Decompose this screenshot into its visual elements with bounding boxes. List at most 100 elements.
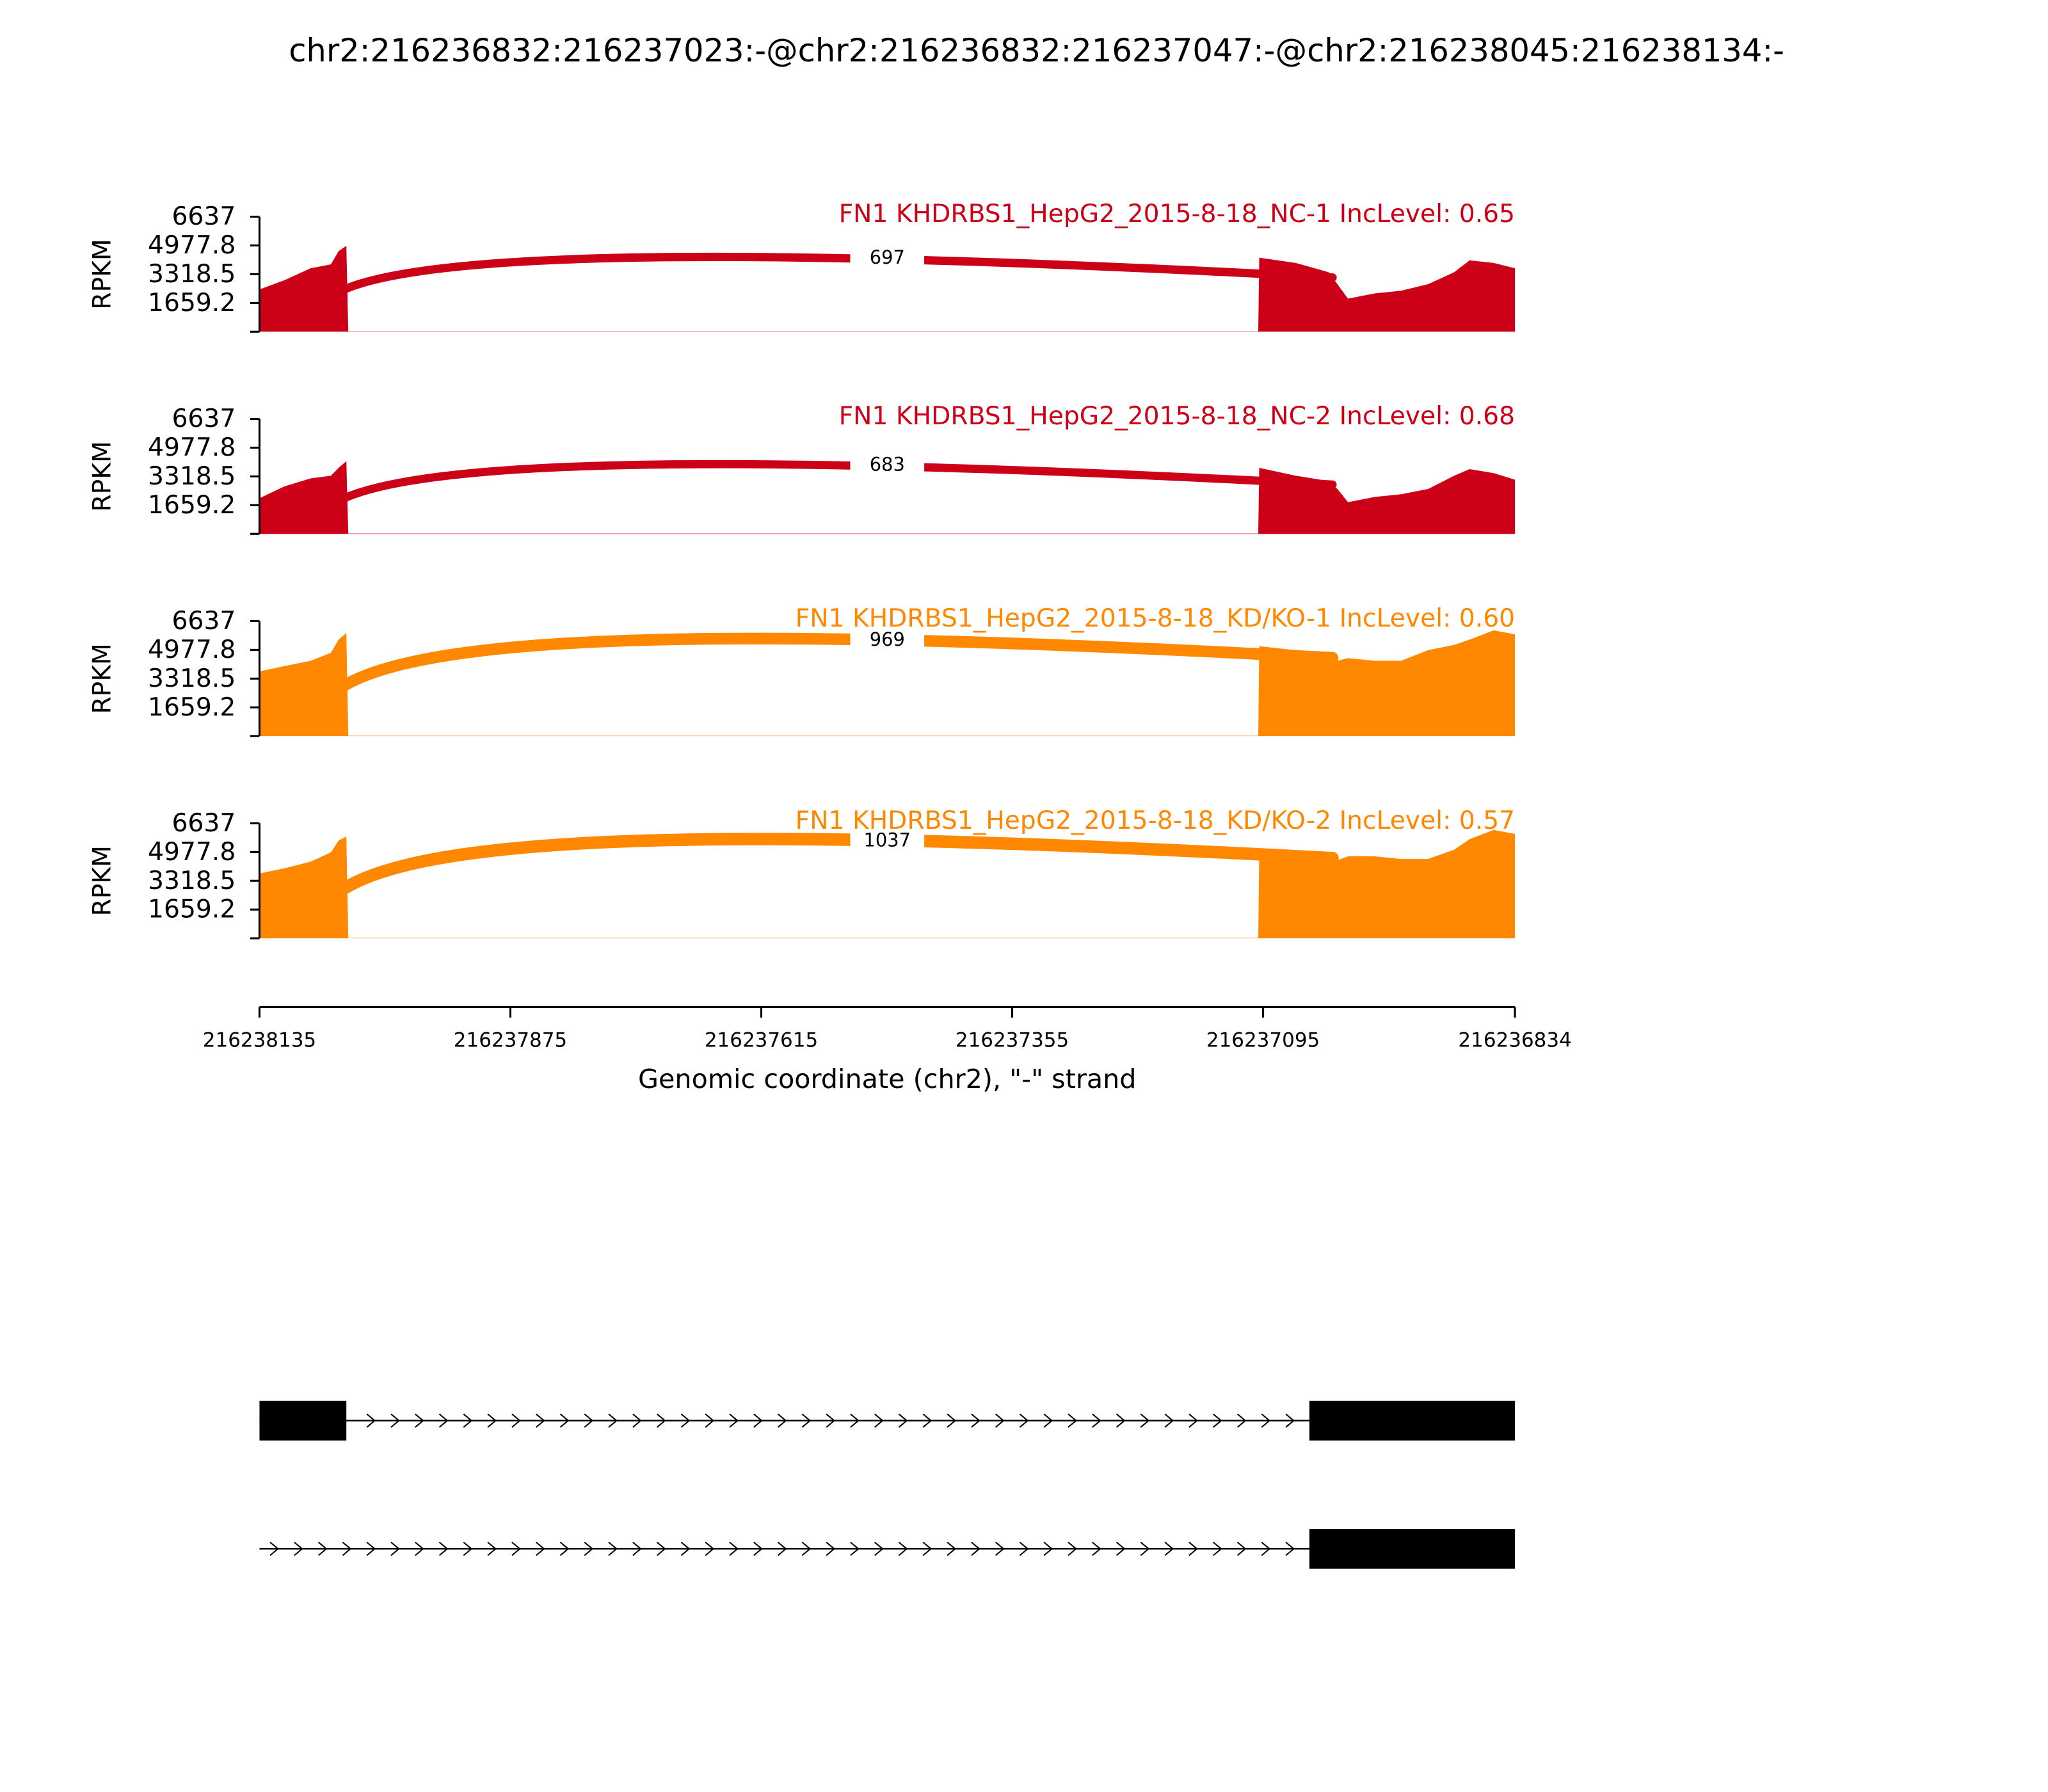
strand-chevron — [947, 1541, 957, 1556]
strand-chevron — [269, 1541, 279, 1556]
strand-chevron — [390, 1413, 400, 1428]
strand-chevron — [1164, 1413, 1174, 1428]
strand-chevron — [1213, 1541, 1222, 1556]
y-tick-label: 1659.2 — [148, 289, 236, 317]
strand-chevron — [1043, 1541, 1053, 1556]
strand-chevron — [1261, 1541, 1271, 1556]
strand-chevron — [1236, 1413, 1247, 1428]
strand-chevron — [1068, 1541, 1077, 1556]
strand-chevron — [632, 1413, 642, 1428]
strand-chevron — [922, 1413, 932, 1428]
strand-chevron — [1188, 1413, 1198, 1428]
junction-count: 683 — [870, 454, 905, 476]
strand-chevron — [947, 1413, 957, 1428]
strand-chevron — [1285, 1413, 1295, 1428]
strand-chevron — [608, 1541, 618, 1556]
strand-chevron — [415, 1541, 424, 1556]
coverage-area — [259, 829, 1516, 939]
exon — [259, 1400, 347, 1441]
strand-chevron — [826, 1413, 836, 1428]
strand-chevron — [317, 1541, 328, 1556]
strand-chevron — [511, 1541, 521, 1556]
strand-chevron — [705, 1541, 715, 1556]
strand-chevron — [680, 1541, 691, 1556]
y-tick-label: 3318.5 — [148, 664, 236, 693]
y-tick-label: 3318.5 — [148, 260, 236, 289]
strand-chevron — [1261, 1413, 1271, 1428]
strand-chevron — [922, 1541, 932, 1556]
strand-chevron — [1285, 1541, 1295, 1556]
strand-chevron — [584, 1413, 594, 1428]
x-tick-label: 216238135 — [203, 1029, 316, 1052]
strand-chevron — [463, 1541, 473, 1556]
y-tick-label: 1659.2 — [148, 693, 236, 722]
junction-label-box — [850, 828, 925, 852]
strand-chevron — [487, 1413, 497, 1428]
strand-chevron — [535, 1541, 545, 1556]
junction-count: 697 — [870, 246, 905, 268]
junction-arc — [342, 460, 1337, 502]
strand-chevron — [438, 1541, 449, 1556]
y-axis-label: RPKM — [88, 845, 116, 916]
y-tick-label: 4977.8 — [148, 838, 236, 867]
strand-chevron — [729, 1413, 739, 1428]
strand-chevron — [753, 1413, 763, 1428]
strand-chevron — [511, 1413, 521, 1428]
junction-label-box — [850, 452, 925, 477]
x-axis-label: Genomic coordinate (chr2), "-" strand — [638, 1064, 1136, 1094]
junction-count: 1037 — [864, 829, 911, 851]
strand-chevron — [995, 1541, 1005, 1556]
panel-title: FN1 KHDRBS1_HepG2_2015-8-18_KD/KO-1 IncL… — [796, 604, 1515, 633]
strand-chevron — [608, 1413, 618, 1428]
strand-chevron — [1164, 1541, 1174, 1556]
y-tick-label: 4977.8 — [148, 433, 236, 462]
y-tick-label: 6637 — [172, 202, 236, 231]
strand-chevron — [1019, 1413, 1029, 1428]
junction-arc — [342, 252, 1337, 293]
strand-chevron — [463, 1413, 473, 1428]
strand-chevron — [559, 1413, 570, 1428]
strand-chevron — [390, 1541, 400, 1556]
strand-chevron — [656, 1541, 666, 1556]
junction-arc — [340, 632, 1339, 691]
exon — [1309, 1529, 1516, 1569]
y-tick-label: 6637 — [172, 404, 236, 433]
strand-chevron — [632, 1541, 642, 1556]
strand-chevron — [366, 1541, 376, 1556]
strand-chevron — [535, 1413, 545, 1428]
strand-chevron — [1043, 1413, 1053, 1428]
x-tick-label: 216237355 — [956, 1029, 1069, 1052]
strand-chevron — [487, 1541, 497, 1556]
y-tick-label: 6637 — [172, 607, 236, 636]
y-tick-label: 6637 — [172, 809, 236, 838]
strand-chevron — [1140, 1413, 1150, 1428]
strand-chevron — [1140, 1541, 1150, 1556]
coverage-area — [259, 246, 1516, 332]
y-tick-label: 3318.5 — [148, 867, 236, 895]
strand-chevron — [1019, 1541, 1029, 1556]
x-tick-label: 216236834 — [1458, 1029, 1571, 1052]
figure-title: chr2:216236832:216237023:-@chr2:21623683… — [289, 32, 1784, 69]
panel-title: FN1 KHDRBS1_HepG2_2015-8-18_NC-1 IncLeve… — [839, 200, 1516, 228]
strand-chevron — [1213, 1413, 1222, 1428]
exon — [1309, 1400, 1516, 1441]
strand-chevron — [898, 1413, 908, 1428]
strand-chevron — [1068, 1413, 1077, 1428]
strand-chevron — [850, 1541, 860, 1556]
strand-chevron — [559, 1541, 570, 1556]
x-tick-label: 216237615 — [705, 1029, 818, 1052]
panel-title: FN1 KHDRBS1_HepG2_2015-8-18_KD/KO-2 IncL… — [796, 806, 1515, 835]
strand-chevron — [729, 1541, 739, 1556]
y-axis-label: RPKM — [88, 441, 116, 511]
y-tick-label: 4977.8 — [148, 231, 236, 260]
strand-chevron — [777, 1541, 787, 1556]
coverage-area — [259, 630, 1516, 737]
junction-label-box — [850, 627, 925, 652]
junction-label-box — [850, 245, 925, 269]
y-axis-label: RPKM — [88, 643, 116, 714]
y-axis-label: RPKM — [88, 239, 116, 309]
strand-chevron — [801, 1413, 812, 1428]
strand-chevron — [1116, 1541, 1126, 1556]
panel-title: FN1 KHDRBS1_HepG2_2015-8-18_NC-2 IncLeve… — [839, 402, 1516, 431]
